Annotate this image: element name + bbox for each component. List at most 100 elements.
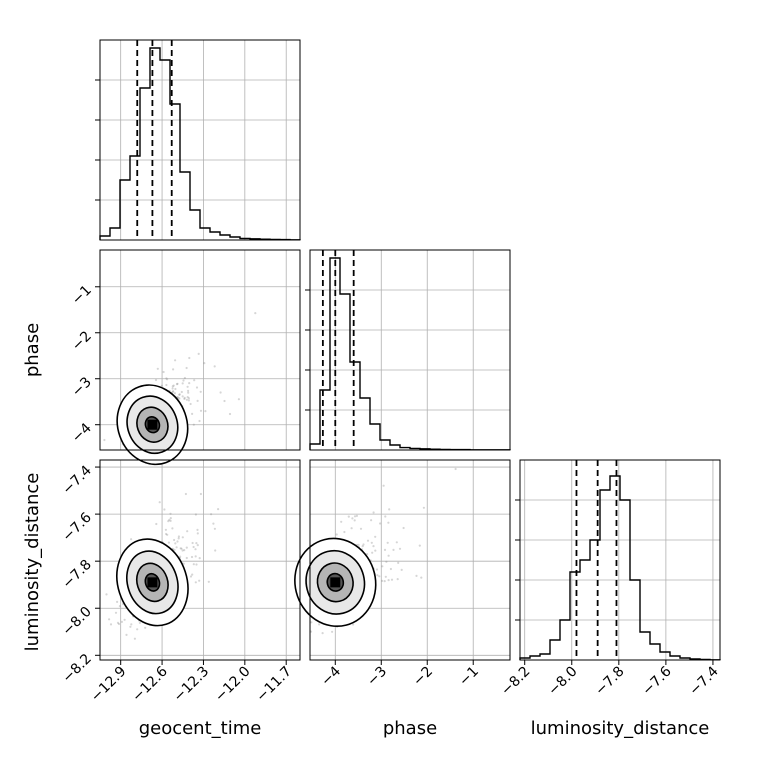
scatter-point [371, 551, 374, 554]
scatter-point [108, 618, 111, 621]
scatter-point [186, 396, 189, 399]
scatter-point [199, 409, 203, 412]
tick-label-x: −7.6 [639, 663, 674, 698]
scatter-point [199, 492, 202, 496]
scatter-point [392, 548, 395, 552]
scatter-point [366, 539, 370, 542]
tick-label-x: −7.8 [592, 664, 627, 699]
scatter-point [183, 376, 186, 380]
tick-label-x: −1 [456, 664, 482, 690]
scatter-point [375, 568, 379, 571]
scatter-point [381, 579, 384, 583]
y-axis-label-luminosity-distance: luminosity_distance [22, 473, 43, 652]
x-axis-label-phase: phase [383, 718, 437, 739]
tick-label-x: −7.4 [686, 663, 721, 698]
scatter-point [194, 555, 197, 558]
panel-frames-layer [99, 39, 721, 661]
scatter-point [144, 626, 147, 629]
grid-layer [100, 40, 720, 660]
scatter-point [109, 623, 113, 626]
scatter-point [160, 384, 163, 387]
scatter-point [219, 391, 222, 394]
scatter-point [228, 412, 232, 416]
panel-frame [309, 459, 511, 661]
scatter-point [180, 390, 183, 394]
panel-frame [99, 39, 301, 241]
scatter-point [192, 423, 195, 426]
scatter-point [351, 517, 354, 520]
scatter-point [210, 513, 213, 516]
scatter-point [169, 512, 172, 515]
histogram-step [519, 475, 721, 661]
scatter-point [123, 618, 126, 621]
scatter-point [187, 397, 190, 400]
scatter-point [138, 621, 141, 625]
scatter-point [187, 391, 190, 394]
scatter-point [173, 392, 176, 395]
scatter-point [192, 545, 195, 549]
scatter-point [180, 547, 183, 550]
scatter-point [194, 548, 197, 551]
scatter-point [172, 384, 175, 387]
scatter-point [198, 579, 201, 582]
tick-label-y: −7.8 [59, 557, 94, 592]
panel-frame [519, 459, 721, 661]
scatter-point [204, 410, 207, 413]
x-axis-label-luminosity-distance: luminosity_distance [531, 718, 710, 739]
scatter-point [191, 412, 194, 415]
scatter-point [183, 549, 186, 552]
scatter-point [165, 377, 168, 380]
scatter-point [172, 390, 175, 393]
scatter-point [188, 382, 191, 385]
scatter-point [212, 522, 215, 525]
tick-label-x: −12.0 [212, 664, 254, 706]
tick-label-y: −8.2 [59, 651, 94, 686]
scatter-point [172, 368, 175, 371]
scatter-point [176, 540, 179, 543]
scatter-point [181, 536, 184, 539]
tick-label-x: −11.7 [253, 664, 295, 706]
scatter-point [171, 387, 174, 390]
tick-label-y: −1 [69, 282, 95, 308]
scatter-point [181, 549, 184, 552]
scatter-point [374, 535, 377, 538]
scatter-point [186, 530, 189, 533]
scatter-point [398, 547, 402, 550]
scatter-point [378, 575, 381, 578]
scatter-point [165, 383, 168, 387]
density-peak [330, 577, 341, 588]
scatter-point [194, 581, 197, 584]
scatter-point [454, 467, 457, 471]
scatter-point [174, 387, 177, 391]
scatter-point [372, 545, 375, 548]
scatter-point [331, 630, 334, 633]
scatter-point [167, 520, 170, 523]
scatter-point [359, 527, 363, 530]
scatter-point [103, 438, 106, 442]
scatter-point [189, 575, 193, 578]
scatter-point [388, 508, 391, 511]
tick-label-y: −8.0 [59, 604, 94, 639]
scatter-point [182, 562, 185, 565]
scatter-point [187, 399, 190, 402]
scatter-point [197, 352, 200, 355]
scatter-point [196, 532, 199, 535]
tick-label-x: −12.9 [88, 664, 130, 706]
scatter-point [385, 560, 388, 563]
scatter-point [185, 366, 188, 370]
tick-label-x: −3 [364, 664, 390, 690]
scatter-point [181, 395, 184, 398]
scatter-point [130, 623, 133, 626]
density-peak [147, 577, 158, 588]
scatter-point [362, 543, 365, 546]
scatter-point [422, 506, 425, 509]
scatter-point [183, 397, 186, 400]
scatter-point [181, 382, 184, 385]
scatter-point [173, 548, 176, 552]
panel-frame [99, 459, 301, 661]
scatter-point [357, 543, 360, 547]
scatter-point [177, 535, 180, 538]
scatter-point [383, 580, 386, 583]
scatter-point [386, 541, 389, 544]
